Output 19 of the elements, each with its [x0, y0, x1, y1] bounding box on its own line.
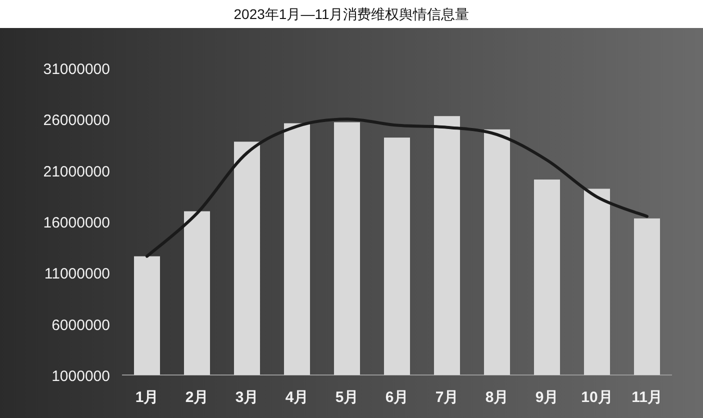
x-tick-label: 9月 — [535, 389, 559, 406]
x-tick-label: 6月 — [385, 389, 409, 406]
y-tick-label: 16000000 — [43, 214, 110, 232]
x-tick-label: 7月 — [435, 389, 459, 406]
x-tick-label: 1月 — [135, 389, 159, 406]
y-tick-label: 31000000 — [43, 61, 110, 78]
x-tick-label: 11月 — [632, 389, 662, 406]
x-tick-label: 8月 — [485, 389, 509, 406]
x-tick-label: 4月 — [285, 389, 309, 406]
x-tick-label: 3月 — [235, 389, 259, 406]
y-tick-label: 1000000 — [52, 368, 110, 385]
y-tick-label: 21000000 — [43, 163, 110, 180]
y-tick-label: 26000000 — [43, 112, 110, 130]
y-tick-label: 11000000 — [44, 266, 110, 283]
chart-title: 2023年1月—11月消费维权舆情信息量 — [234, 6, 470, 22]
x-tick-label: 2月 — [185, 389, 209, 406]
y-tick-label: 6000000 — [52, 316, 110, 334]
x-tick-label: 10月 — [581, 389, 613, 406]
x-tick-label: 5月 — [335, 389, 359, 406]
